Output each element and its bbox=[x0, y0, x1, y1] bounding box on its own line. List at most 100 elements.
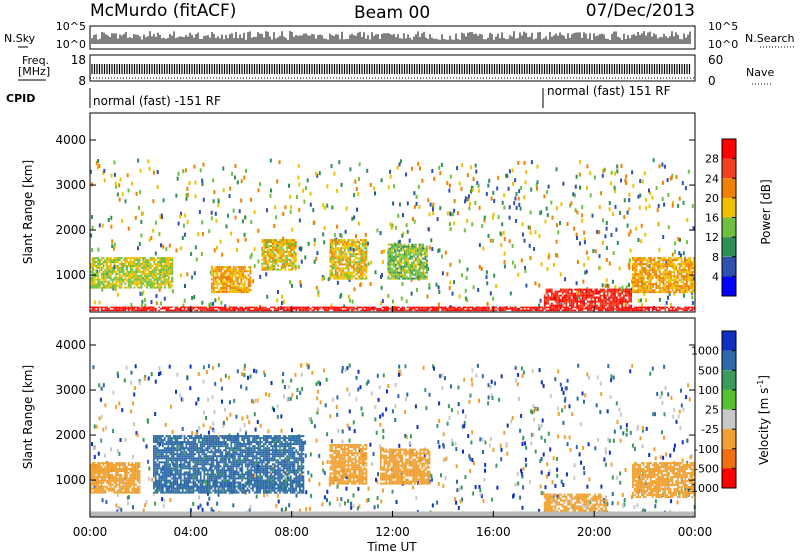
heatmap-cell-region-3 bbox=[356, 271, 359, 274]
heatmap-cell-region-7 bbox=[270, 309, 272, 312]
scatter-speck bbox=[259, 274, 262, 279]
heatmap-cell-region-3 bbox=[347, 261, 350, 264]
scatter-speck bbox=[253, 264, 256, 269]
heatmap-cell-region-3 bbox=[340, 257, 343, 260]
scatter-speck bbox=[446, 181, 449, 185]
heatmap-cell-region-3 bbox=[360, 277, 362, 280]
heatmap-cell-region-6 bbox=[682, 277, 685, 280]
heatmap-cell-region-6 bbox=[664, 279, 667, 282]
scatter-speck bbox=[511, 260, 514, 265]
heatmap-cell-region-3 bbox=[336, 241, 339, 244]
heatmap-cell-region-0 bbox=[146, 266, 148, 269]
heatmap-cell-region-4 bbox=[387, 251, 390, 254]
heatmap-cell-region-4 bbox=[400, 261, 403, 264]
heatmap-cell-region-5 bbox=[545, 302, 548, 305]
heatmap-cell-region-3 bbox=[365, 249, 368, 252]
heatmap-cell-region-0 bbox=[137, 261, 139, 263]
heatmap-cell-region-4 bbox=[409, 271, 412, 274]
heatmap-cell-region-3 bbox=[334, 247, 337, 250]
heatmap-cell-region-1 bbox=[233, 280, 235, 283]
heatmap-cell-region-2 bbox=[284, 243, 287, 245]
scatter-speck bbox=[244, 215, 247, 220]
heatmap-cell-region-7 bbox=[113, 308, 116, 310]
heatmap-cell-region-6 bbox=[655, 263, 658, 266]
scatter-speck bbox=[316, 251, 319, 256]
heatmap-cell-region-6 bbox=[659, 289, 661, 292]
heatmap-cell-region-7 bbox=[208, 309, 211, 312]
heatmap-cell-region-3 bbox=[354, 247, 357, 250]
heatmap-cell-region-2 bbox=[289, 248, 292, 251]
heatmap-cell-region-0 bbox=[147, 276, 150, 279]
heatmap-cell-region-0 bbox=[167, 268, 170, 271]
heatmap-cell-region-3 bbox=[329, 239, 332, 242]
heatmap-cell-region-3 bbox=[334, 267, 337, 270]
heatmap-cell-region-1 bbox=[245, 288, 248, 291]
heatmap-cell-region-7 bbox=[190, 306, 193, 309]
heatmap-cell-region-6 bbox=[680, 289, 683, 292]
scatter-speck bbox=[471, 185, 474, 190]
heatmap-cell-region-7 bbox=[414, 306, 416, 309]
noise-ytick-top-right: 10^5 bbox=[708, 20, 738, 33]
scatter-speck bbox=[158, 287, 161, 292]
heatmap-cell-region-3 bbox=[334, 241, 337, 244]
heatmap-cell-region-7 bbox=[286, 309, 289, 312]
heatmap-cell-region-7 bbox=[480, 308, 483, 310]
heatmap-cell-region-0 bbox=[93, 263, 96, 265]
scatter-speck bbox=[486, 301, 489, 306]
heatmap-cell-region-7 bbox=[511, 308, 514, 310]
heatmap-cell-region-7 bbox=[144, 309, 146, 312]
heatmap-cell-region-7 bbox=[120, 308, 123, 310]
heatmap-cell-region-6 bbox=[673, 277, 676, 280]
heatmap-cell-region-0 bbox=[99, 265, 101, 267]
heatmap-cell-region-2 bbox=[268, 256, 271, 259]
heatmap-cell-region-6 bbox=[632, 267, 634, 270]
heatmap-cell-region-3 bbox=[342, 275, 344, 278]
heatmap-cell-region-1 bbox=[211, 268, 213, 271]
heatmap-cell-region-0 bbox=[124, 261, 127, 263]
heatmap-cell-region-2 bbox=[266, 239, 269, 242]
heatmap-cell-region-2 bbox=[293, 252, 295, 255]
scatter-speck bbox=[323, 205, 326, 210]
heatmap-cell-region-7 bbox=[419, 309, 422, 312]
heatmap-cell-region-5 bbox=[578, 294, 580, 297]
heatmap-cell-region-0 bbox=[99, 259, 101, 261]
scatter-speck bbox=[675, 174, 678, 179]
heatmap-cell-region-6 bbox=[675, 275, 677, 278]
heatmap-cell-region-1 bbox=[244, 266, 246, 269]
heatmap-cell-region-7 bbox=[635, 309, 638, 312]
heatmap-cell-region-7 bbox=[687, 306, 690, 309]
heatmap-cell-region-6 bbox=[655, 277, 658, 280]
heatmap-cell-region-4 bbox=[394, 257, 397, 260]
heatmap-cell-region-7 bbox=[124, 309, 126, 312]
heatmap-cell-region-3 bbox=[333, 239, 335, 242]
heatmap-cell-region-4 bbox=[405, 245, 408, 248]
scatter-speck bbox=[113, 246, 116, 251]
heatmap-cell-region-6 bbox=[650, 269, 652, 272]
heatmap-cell-region-3 bbox=[365, 267, 368, 270]
heatmap-cell-region-5 bbox=[585, 294, 587, 297]
scatter-speck bbox=[370, 260, 373, 265]
heatmap-cell-region-7 bbox=[689, 309, 692, 312]
heatmap-cell-region-3 bbox=[345, 247, 348, 250]
heatmap-cell-region-5 bbox=[612, 296, 614, 299]
scatter-speck bbox=[383, 249, 386, 254]
heatmap-cell-region-0 bbox=[113, 286, 116, 289]
heatmap-cell-region-7 bbox=[246, 308, 249, 310]
heatmap-cell-region-0 bbox=[99, 263, 101, 265]
heatmap-cell-region-7 bbox=[671, 306, 674, 309]
heatmap-cell-region-3 bbox=[356, 249, 359, 252]
heatmap-cell-region-0 bbox=[95, 257, 98, 260]
scatter-speck bbox=[126, 173, 129, 178]
scatter-speck bbox=[202, 162, 205, 167]
heatmap-cell-region-7 bbox=[239, 308, 242, 310]
heatmap-cell-region-0 bbox=[106, 263, 109, 265]
heatmap-cell-region-6 bbox=[693, 263, 695, 266]
heatmap-cell-region-4 bbox=[400, 275, 403, 278]
heatmap-cell-region-6 bbox=[668, 289, 670, 292]
scatter-speck bbox=[536, 164, 539, 169]
heatmap-cell-region-6 bbox=[657, 277, 659, 280]
heatmap-cell-region-7 bbox=[581, 306, 584, 309]
heatmap-cell-region-7 bbox=[462, 309, 465, 312]
scatter-speck bbox=[250, 197, 252, 202]
heatmap-cell-region-5 bbox=[621, 304, 623, 307]
